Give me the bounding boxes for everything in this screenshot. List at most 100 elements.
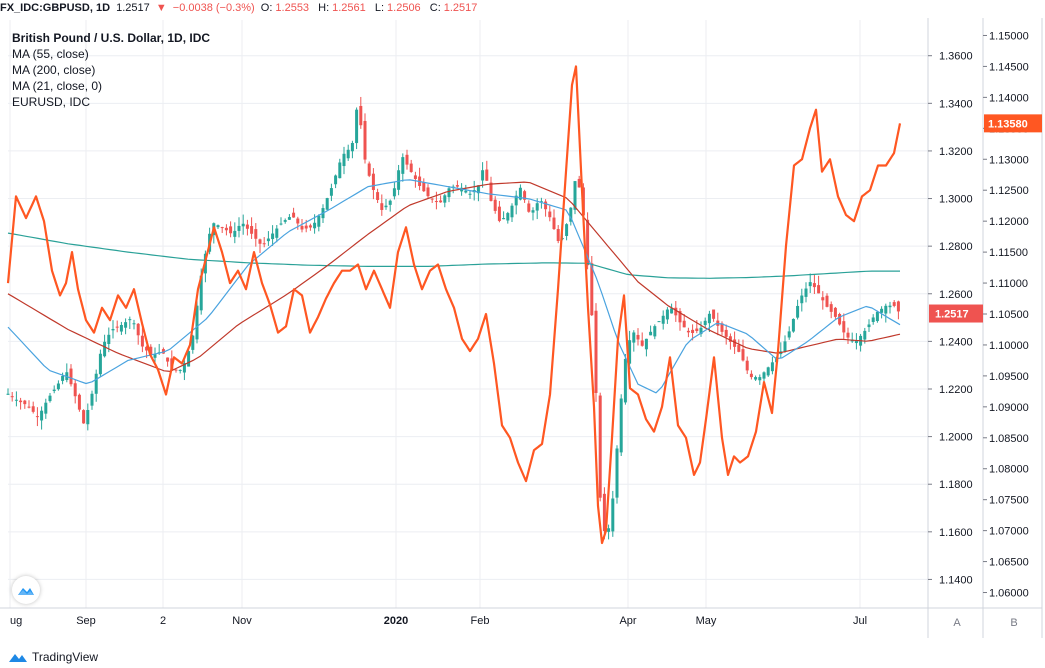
candle-body [329, 188, 333, 196]
gbp-axis-tick-label: 1.3200 [939, 146, 973, 158]
candle-body [35, 416, 39, 418]
legend-ma55[interactable]: MA (55, close) [12, 47, 89, 61]
footer-brand[interactable]: TradingView [32, 650, 99, 664]
tradingview-badge[interactable] [12, 576, 40, 604]
low-label: L: [374, 2, 385, 14]
candle-body [842, 321, 846, 333]
tradingview-logo-icon [18, 588, 34, 595]
candle-body [611, 498, 615, 532]
candle-body [313, 222, 317, 229]
candle-body [514, 195, 518, 206]
candle-body [56, 383, 60, 390]
gbp-axis-tick-label: 1.2000 [939, 432, 973, 444]
candle-body [502, 218, 506, 220]
gbp-axis-tick-label: 1.2200 [939, 384, 973, 396]
eurusd-line [6, 65, 902, 545]
candle-body [825, 295, 829, 307]
legend-title[interactable]: British Pound / U.S. Dollar, 1D, IDC [12, 31, 211, 45]
auto-scale-button[interactable]: A [953, 617, 961, 629]
gbp-axis-tick-label: 1.1800 [939, 479, 973, 491]
candle-body [628, 340, 632, 364]
eur-axis-tick-label: 1.08000 [989, 464, 1029, 476]
candle-body [880, 308, 884, 313]
gbp-axis-tick-label: 1.2800 [939, 241, 973, 253]
candle-body [355, 109, 359, 144]
candle-body [623, 358, 627, 403]
overlay-scale-button[interactable]: B [1010, 617, 1018, 629]
candle-body [245, 224, 249, 229]
candle-body [896, 301, 900, 312]
candle-body [476, 185, 480, 194]
price-chart[interactable]: 1.3600 1.3400 1.3200 1.3000 1.2800 1.2600 1.24… [0, 18, 1045, 638]
eur-axis-tick-label: 1.08500 [989, 433, 1029, 445]
time-axis-label: ug [10, 615, 22, 627]
eur-last-price-label: 1.13580 [988, 118, 1028, 130]
candle-body [510, 205, 514, 218]
candle-body [199, 275, 203, 311]
candle-body [539, 201, 543, 203]
candle-body [846, 332, 850, 338]
candle-body [166, 357, 170, 362]
candle-body [720, 323, 724, 332]
eur-axis-tick-label: 1.09000 [989, 402, 1029, 414]
candle-body [594, 310, 598, 393]
candle-body [140, 335, 144, 347]
candle-body [531, 210, 535, 213]
candle-body [229, 226, 233, 234]
candle-body [686, 330, 690, 333]
candle-body [636, 334, 640, 340]
candle-body [619, 398, 623, 453]
candle-body [569, 207, 573, 222]
candle-body [82, 410, 86, 424]
legend-ma21[interactable]: MA (21, close, 0) [12, 79, 103, 93]
candle-body [712, 309, 716, 319]
candle-body [119, 324, 123, 332]
candle-body [615, 448, 619, 498]
candle-body [401, 157, 405, 174]
candle-body [481, 170, 485, 181]
candle-body [73, 383, 77, 397]
eur-axis-tick-label: 1.10000 [989, 340, 1029, 352]
candle-body [682, 320, 686, 328]
candle-body [6, 393, 10, 395]
candle-body [128, 319, 132, 321]
candle-body [804, 288, 808, 297]
candle-body [670, 308, 674, 314]
candle-body [182, 363, 186, 373]
candle-body [833, 307, 837, 317]
candle-body [241, 223, 245, 227]
candle-body [506, 213, 510, 221]
candle-body [434, 201, 438, 203]
candle-body [485, 169, 489, 181]
candle-body [145, 346, 149, 351]
candle-body [464, 190, 468, 193]
candle-body [518, 187, 522, 200]
candle-body [447, 188, 451, 198]
candle-body [544, 201, 548, 210]
candle-body [602, 493, 606, 532]
candle-body [728, 336, 732, 342]
low-value: 1.2506 [387, 2, 421, 14]
candle-body [216, 225, 220, 228]
eur-axis-tick-label: 1.07000 [989, 526, 1029, 538]
candle-body [254, 229, 258, 239]
eur-axis-tick-label: 1.13000 [989, 154, 1029, 166]
candle-body [838, 314, 842, 325]
candle-body [250, 226, 254, 234]
legend-overlay[interactable]: EURUSD, IDC [12, 95, 91, 109]
gbp-axis-tick-label: 1.3600 [939, 51, 973, 63]
gbp-axis-tick-label: 1.3400 [939, 98, 973, 110]
eur-axis-tick-label: 1.06000 [989, 588, 1029, 600]
candle-body [380, 203, 384, 210]
candle-body [665, 309, 669, 320]
symbol-name[interactable]: FX_IDC:GBPUSD, 1D [0, 2, 111, 14]
candle-body [296, 218, 300, 224]
candle-body [346, 149, 350, 159]
candle-body [178, 369, 182, 371]
legend-ma200[interactable]: MA (200, close) [12, 63, 96, 77]
candle-body [783, 341, 787, 352]
candle-body [791, 318, 795, 332]
time-axis-label: Apr [619, 615, 636, 627]
candle-body [237, 225, 241, 231]
candle-body [287, 217, 291, 220]
